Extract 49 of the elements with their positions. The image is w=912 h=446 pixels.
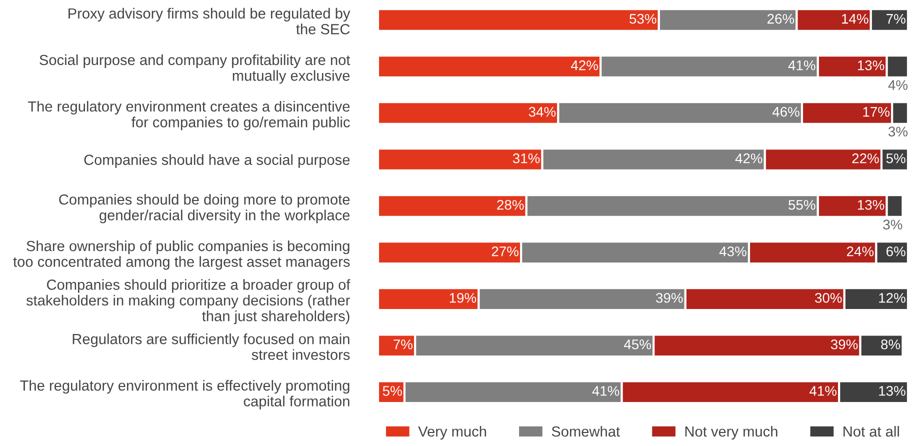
y-tick-label: Regulators are sufficiently focused on main street investors xyxy=(72,334,350,360)
data-label: 34% xyxy=(528,106,556,117)
data-label: 3% xyxy=(883,220,902,230)
legend-label: Not at all xyxy=(844,426,899,437)
data-label: 42% xyxy=(571,60,598,70)
data-label: 3% xyxy=(888,126,908,136)
data-label: 5% xyxy=(886,153,906,164)
y-tick-label: Proxy advisory firms should be regulated by the SEC xyxy=(68,8,350,34)
data-label: 12% xyxy=(879,292,906,303)
y-tick-label: Companies should have a social purpose xyxy=(84,154,350,168)
data-label: 24% xyxy=(846,246,874,256)
data-label: 42% xyxy=(735,153,762,164)
data-label: 22% xyxy=(852,153,879,164)
y-tick-label: Companies should be doing more to promote gender/racial diversity in the workplace xyxy=(59,194,350,224)
data-label: 46% xyxy=(772,106,800,117)
legend-label: Very much xyxy=(418,426,486,440)
data-label: 27% xyxy=(492,246,518,256)
data-label: 13% xyxy=(858,200,884,210)
y-tick-label: Share ownership of public companies is becoming too concentrated among the largest asset managers xyxy=(13,240,350,270)
data-label: 4% xyxy=(888,80,908,90)
data-label: 13% xyxy=(879,386,906,396)
legend-label: Not very much xyxy=(685,426,778,440)
data-label: 43% xyxy=(719,246,746,256)
data-label: 41% xyxy=(810,386,836,396)
data-label: 17% xyxy=(863,106,890,117)
data-label: 41% xyxy=(788,60,816,70)
data-label: 7% xyxy=(886,14,906,24)
data-label: 30% xyxy=(815,292,842,303)
data-label: 19% xyxy=(450,292,476,303)
data-label: 14% xyxy=(842,14,868,24)
data-label: 13% xyxy=(858,60,884,70)
y-tick-label: The regulatory environment is effectively promoting capital formation xyxy=(20,380,350,410)
data-label: 31% xyxy=(512,153,540,164)
data-label: 28% xyxy=(497,200,524,210)
data-label: 41% xyxy=(592,386,620,396)
data-label: 5% xyxy=(382,386,402,396)
y-tick-label: The regulatory environment creates a disincentive for companies to go/remain public xyxy=(28,100,350,130)
data-label: 26% xyxy=(767,14,794,24)
y-tick-label: Companies should prioritize a broader group of stakeholders in making company decisions (rather than just shareholders) xyxy=(26,279,350,324)
data-label: 53% xyxy=(630,14,656,24)
data-label: 39% xyxy=(830,339,858,350)
data-label: 6% xyxy=(886,246,906,256)
legend-label: Somewhat xyxy=(552,426,620,437)
data-label: 7% xyxy=(394,340,412,350)
data-label: 39% xyxy=(656,292,683,303)
data-label: 55% xyxy=(788,200,816,210)
y-tick-label: Social purpose and company profitability are not mutually exclusive xyxy=(40,54,350,84)
data-label: 8% xyxy=(881,339,900,350)
data-label: 45% xyxy=(624,340,651,350)
